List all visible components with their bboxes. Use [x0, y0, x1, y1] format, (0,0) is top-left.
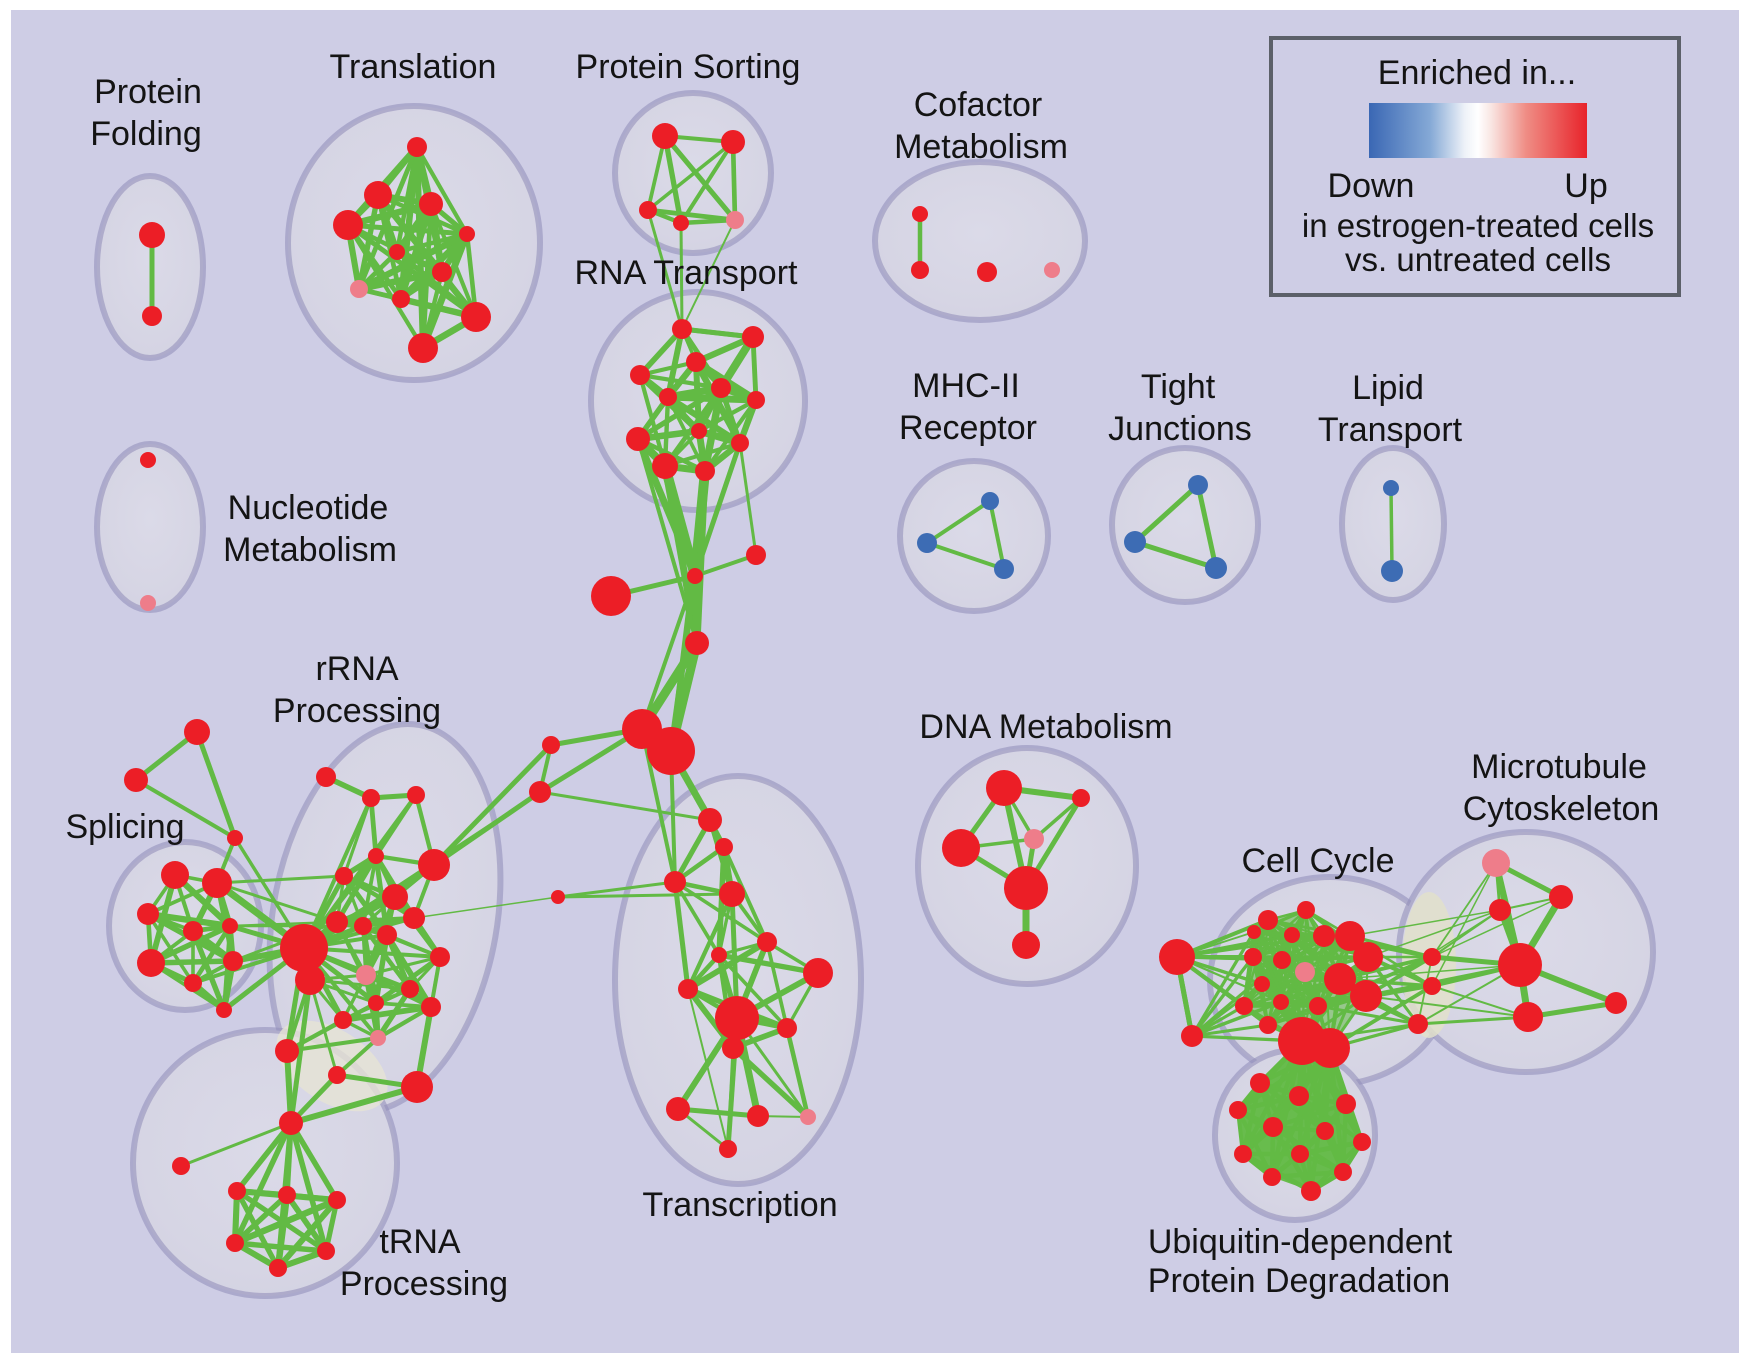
svg-text:Metabolism: Metabolism	[894, 128, 1068, 166]
svg-text:Translation: Translation	[330, 48, 497, 86]
svg-text:Up: Up	[1564, 167, 1607, 205]
svg-text:Protein: Protein	[94, 73, 202, 111]
svg-text:RNA Transport: RNA Transport	[575, 254, 799, 292]
svg-text:Folding: Folding	[90, 115, 202, 153]
svg-text:tRNA: tRNA	[379, 1223, 461, 1261]
svg-text:Processing: Processing	[340, 1265, 508, 1303]
svg-text:Tight: Tight	[1141, 368, 1216, 406]
svg-text:MHC-II: MHC-II	[912, 367, 1020, 405]
svg-text:Ubiquitin-dependent: Ubiquitin-dependent	[1148, 1223, 1453, 1261]
svg-text:Cell Cycle: Cell Cycle	[1241, 842, 1394, 880]
svg-text:Cytoskeleton: Cytoskeleton	[1463, 790, 1660, 828]
svg-text:Transport: Transport	[1318, 411, 1463, 449]
svg-text:Nucleotide: Nucleotide	[228, 489, 389, 527]
svg-text:Protein Sorting: Protein Sorting	[576, 48, 801, 86]
svg-text:Metabolism: Metabolism	[223, 531, 397, 569]
svg-text:Junctions: Junctions	[1108, 410, 1252, 448]
svg-text:Lipid: Lipid	[1352, 369, 1424, 407]
svg-text:Processing: Processing	[273, 692, 441, 730]
svg-text:DNA Metabolism: DNA Metabolism	[919, 708, 1172, 746]
svg-text:Receptor: Receptor	[899, 409, 1037, 447]
svg-text:Transcription: Transcription	[642, 1186, 837, 1224]
svg-text:Cofactor: Cofactor	[914, 86, 1043, 124]
svg-text:Enriched in...: Enriched in...	[1378, 54, 1576, 92]
svg-text:rRNA: rRNA	[315, 650, 398, 688]
svg-text:vs. untreated cells: vs. untreated cells	[1345, 241, 1611, 278]
svg-text:in estrogen-treated cells: in estrogen-treated cells	[1302, 207, 1654, 244]
svg-text:Microtubule: Microtubule	[1471, 748, 1647, 786]
svg-text:Protein Degradation: Protein Degradation	[1148, 1262, 1450, 1300]
svg-text:Splicing: Splicing	[65, 808, 184, 846]
svg-text:Down: Down	[1328, 167, 1415, 205]
